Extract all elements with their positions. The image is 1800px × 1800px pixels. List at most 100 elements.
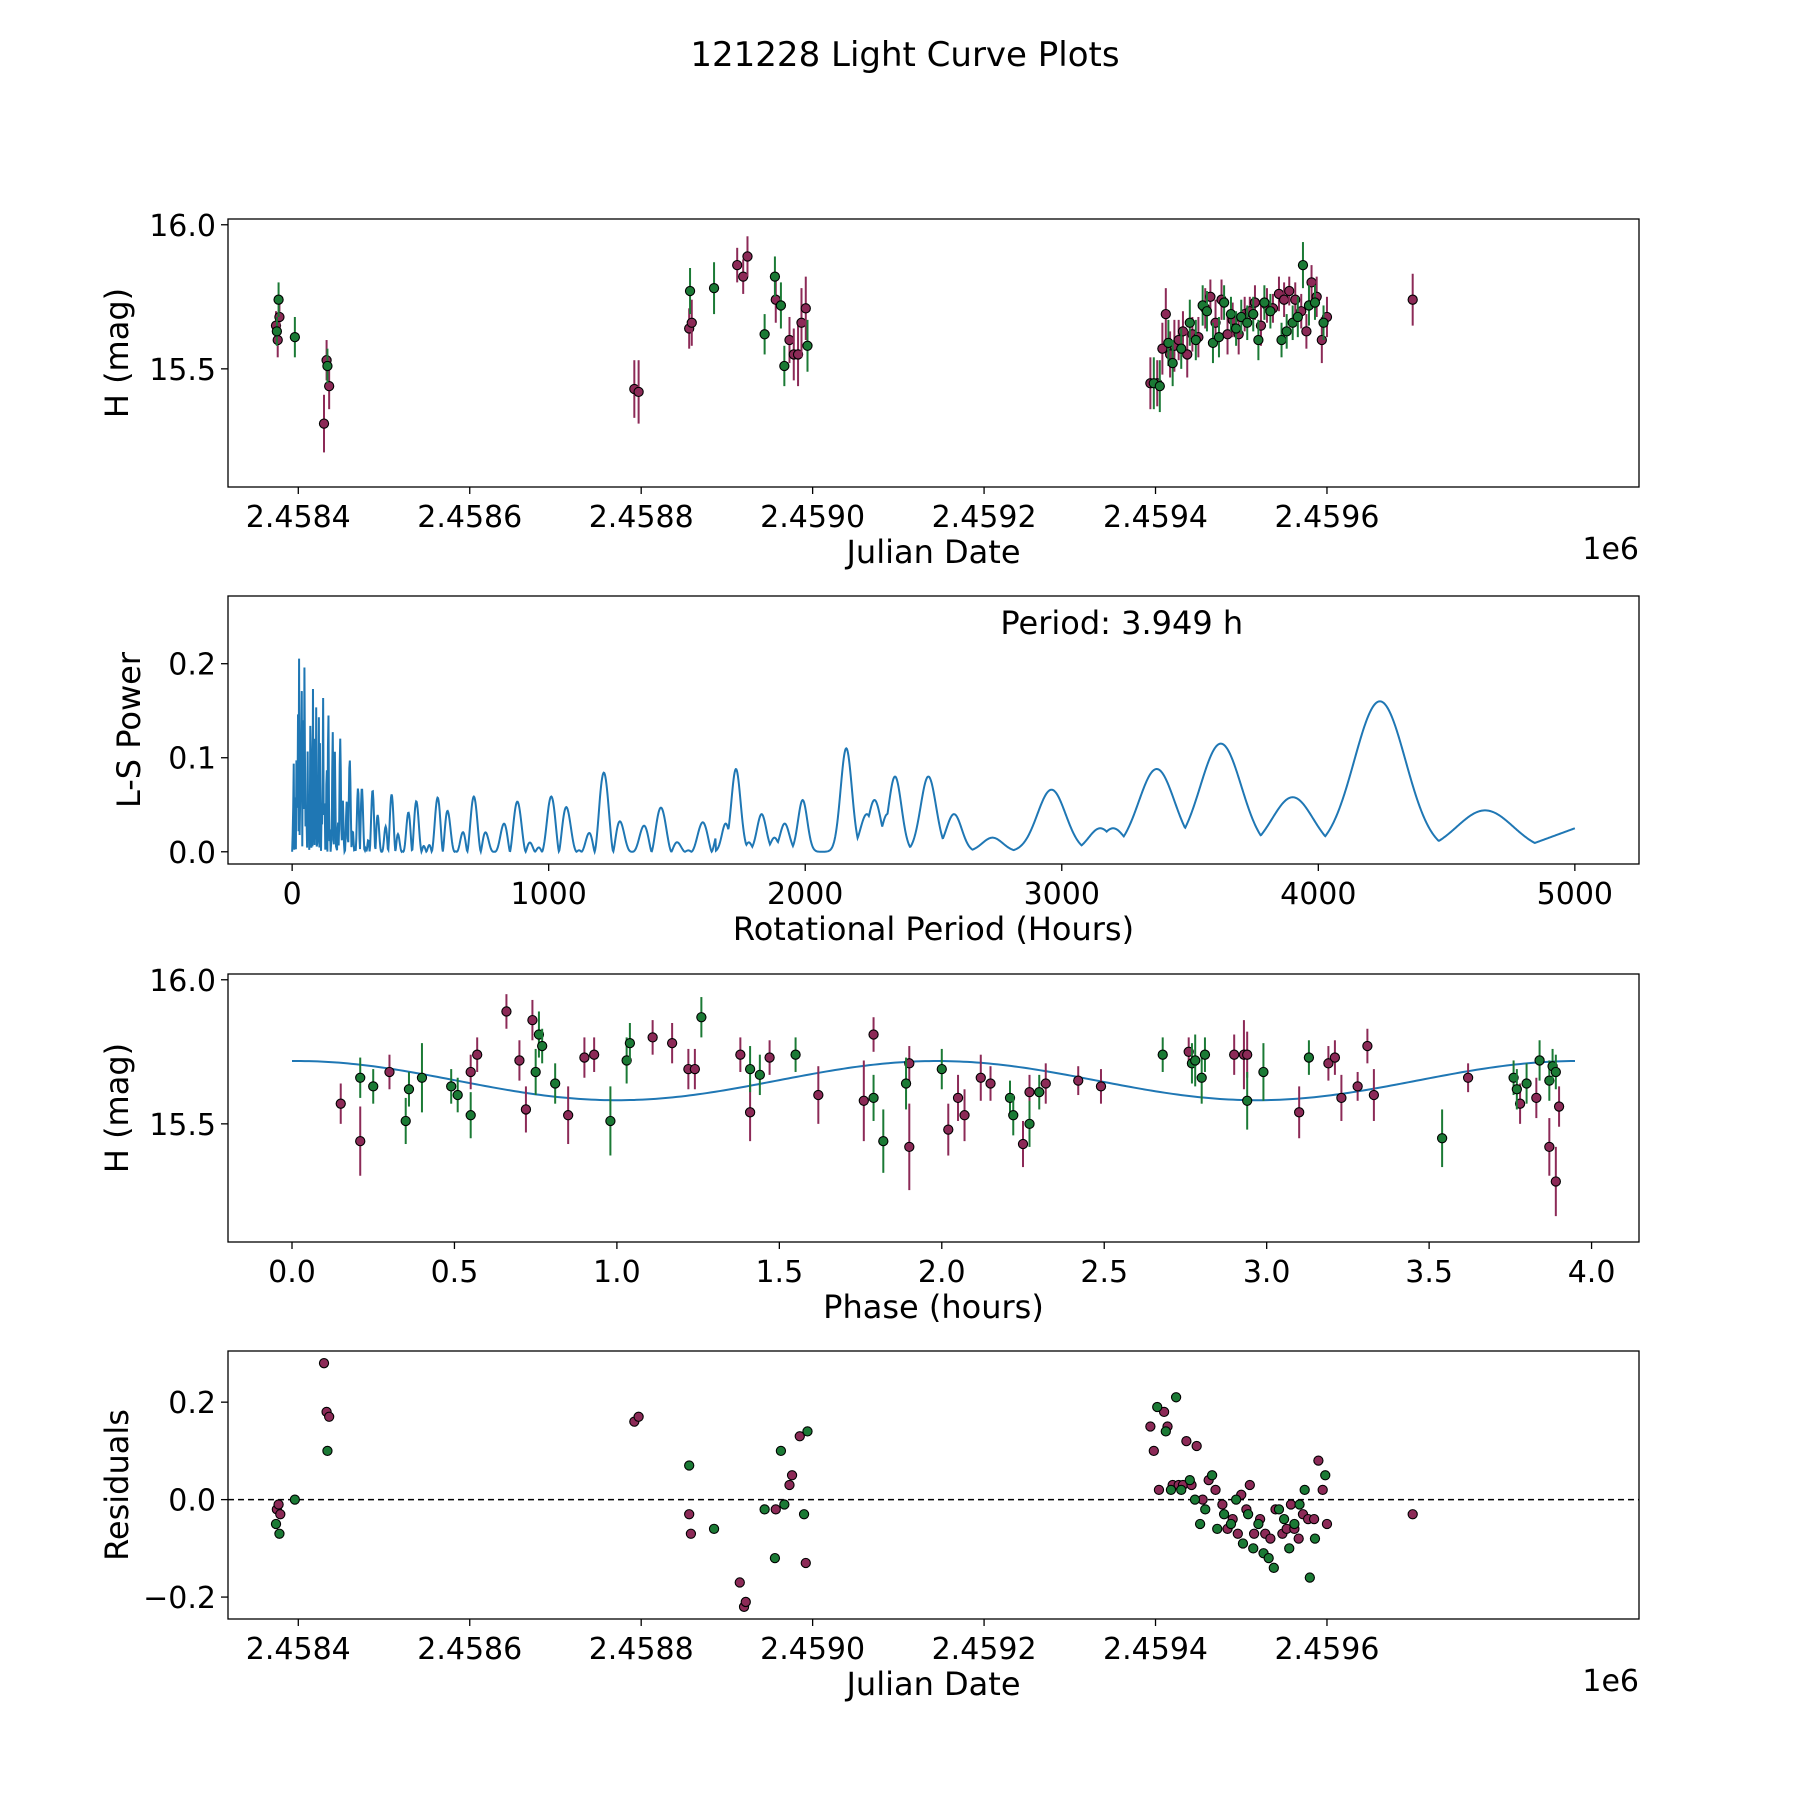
data-point <box>686 317 697 328</box>
data-point <box>759 1504 770 1515</box>
data-point <box>786 1470 798 1481</box>
data-point <box>1265 306 1276 317</box>
data-point <box>1148 1445 1159 1457</box>
data-point <box>744 1107 756 1118</box>
y-axis-label: H (mag) <box>98 1043 136 1173</box>
data-point <box>1184 1474 1195 1486</box>
data-point <box>1210 1484 1221 1496</box>
x-tick-label: 2.4584 <box>246 500 351 535</box>
data-point <box>742 251 753 262</box>
x-tick-label: 4000 <box>1280 877 1356 912</box>
x-tick-label: 2.0 <box>918 1255 966 1290</box>
data-point <box>1521 1078 1532 1089</box>
data-point <box>1229 1049 1240 1060</box>
data-point <box>952 1092 964 1104</box>
data-point <box>1253 1518 1264 1530</box>
plot-area <box>291 994 1576 1217</box>
data-point <box>1024 1087 1035 1098</box>
axes-frame <box>227 973 1640 1243</box>
data-point <box>792 349 804 360</box>
data-point <box>800 1557 811 1569</box>
data-point <box>1308 1513 1320 1525</box>
data-point <box>1177 326 1189 337</box>
x-axis-label: Rotational Period (Hours) <box>733 910 1134 948</box>
x-tick-label: 0.5 <box>431 1255 479 1290</box>
x-tick-label: 2.4588 <box>589 1632 694 1667</box>
data-point <box>1259 297 1270 308</box>
data-point <box>1176 1484 1187 1496</box>
data-point <box>800 303 811 314</box>
data-point <box>1531 1092 1542 1104</box>
data-point <box>1073 1075 1084 1086</box>
data-point <box>904 1141 915 1153</box>
data-point <box>734 1577 745 1588</box>
data-point <box>400 1115 411 1127</box>
data-point <box>1263 1552 1274 1564</box>
data-point <box>1284 1543 1295 1554</box>
data-point <box>985 1078 996 1089</box>
data-point <box>1313 1455 1324 1466</box>
data-point <box>1212 1523 1223 1535</box>
data-point <box>754 1069 765 1081</box>
y-tick-label: −0.2 <box>143 1581 216 1616</box>
data-point <box>1158 1406 1170 1418</box>
x-tick-label: 2.4590 <box>760 1632 865 1667</box>
x-tick-label: 3.0 <box>1243 1255 1291 1290</box>
data-point <box>1189 1494 1201 1505</box>
data-point <box>289 1494 301 1505</box>
data-point <box>878 1135 889 1147</box>
data-point <box>943 1124 954 1135</box>
data-point <box>1242 317 1253 328</box>
data-point <box>1368 1089 1380 1101</box>
data-point <box>1511 1084 1522 1095</box>
y-tick-label: 0.0 <box>168 1484 216 1519</box>
data-point <box>465 1066 476 1078</box>
data-point <box>975 1072 986 1083</box>
data-point <box>1436 1133 1448 1144</box>
data-point <box>1237 1538 1249 1549</box>
data-point <box>1550 1176 1561 1187</box>
residuals-panel: 2.4584 2.4586 2.4588 2.4590 2.4592 2.4594 2.45… <box>98 1350 1640 1703</box>
data-point <box>465 1110 476 1121</box>
data-point <box>779 360 790 372</box>
light-curve-panel: 2.4584 2.4586 2.4588 2.4590 2.4592 2.4594 2.45… <box>98 209 1640 571</box>
data-point <box>1550 1066 1561 1078</box>
data-point <box>900 1078 912 1089</box>
data-point <box>1230 323 1242 334</box>
x-tick-label: 2.4588 <box>589 500 694 535</box>
data-point <box>1213 332 1225 343</box>
data-point <box>647 1032 658 1043</box>
data-point <box>1242 1095 1253 1106</box>
data-point <box>1218 297 1230 308</box>
data-point <box>740 1596 751 1608</box>
data-point <box>324 1411 335 1422</box>
data-point <box>1196 1072 1207 1083</box>
data-point <box>1170 1392 1182 1403</box>
x-tick-label: 2.4590 <box>760 500 865 535</box>
x-tick-label: 2.4592 <box>932 500 1037 535</box>
data-point <box>1553 1101 1565 1112</box>
period-annotation: Period: 3.949 h <box>1000 604 1243 642</box>
data-point <box>355 1135 366 1147</box>
data-point <box>1297 259 1309 271</box>
data-point <box>1284 285 1295 297</box>
data-point <box>520 1104 532 1115</box>
data-point <box>1258 1066 1269 1078</box>
x-axis-label: Julian Date <box>844 533 1020 571</box>
y-axis-label: L-S Power <box>110 651 148 808</box>
data-point <box>813 1089 824 1101</box>
data-point <box>1154 380 1165 392</box>
data-point <box>1008 1110 1019 1121</box>
data-point <box>1285 1499 1297 1510</box>
data-point <box>1165 1484 1177 1496</box>
data-point <box>936 1063 947 1075</box>
data-point <box>289 332 301 343</box>
data-point <box>794 1431 805 1442</box>
data-point <box>514 1055 525 1066</box>
data-point <box>959 1110 970 1121</box>
data-point <box>1276 334 1287 346</box>
data-point <box>1268 1562 1279 1573</box>
data-point <box>759 329 770 340</box>
x-tick-label: 4.0 <box>1568 1255 1616 1290</box>
data-point <box>452 1089 463 1101</box>
